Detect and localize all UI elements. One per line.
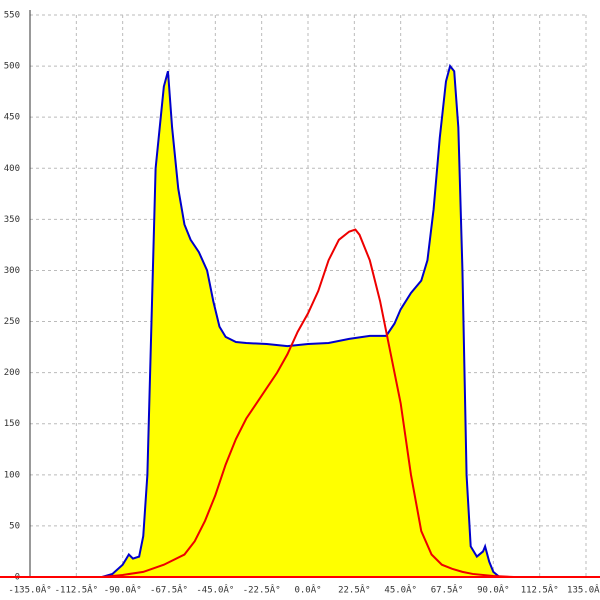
y-tick-label: 400 [4, 164, 20, 174]
x-tick-label: 22.5Â° [338, 584, 371, 596]
x-tick-label: -135.0Â° [8, 584, 51, 596]
x-tick-label: 112.5Â° [521, 584, 559, 596]
x-tick-label: 67.5Â° [431, 584, 464, 596]
y-tick-label: 350 [4, 215, 20, 225]
x-tick-label: 135.0Â° [567, 584, 600, 596]
line [101, 228, 514, 578]
y-tick-label: 50 [9, 521, 20, 531]
x-tick-label: -22.5Â° [243, 584, 281, 596]
x-tick-label: 45.0Â° [384, 584, 417, 596]
y-tick-label: 500 [4, 62, 20, 72]
y-tick-label: 150 [4, 419, 20, 429]
x-tick-label: -67.5Â° [150, 584, 188, 596]
x-tick-label: 0.0Â° [294, 584, 321, 596]
y-tick-label: 550 [4, 11, 20, 21]
y-tick-label: 100 [4, 470, 20, 480]
x-tick-label: -112.5Â° [55, 584, 98, 596]
y-tick-label: 450 [4, 113, 20, 123]
x-tick-label: -45.0Â° [196, 584, 234, 596]
y-tick-label: 200 [4, 368, 20, 378]
x-tick-label: 90.0Â° [477, 584, 510, 596]
y-tick-label: 300 [4, 266, 20, 276]
area-fill [102, 66, 500, 577]
x-tick-label: -90.0Â° [104, 584, 142, 596]
y-tick-label: 250 [4, 317, 20, 327]
area-line [101, 63, 501, 578]
